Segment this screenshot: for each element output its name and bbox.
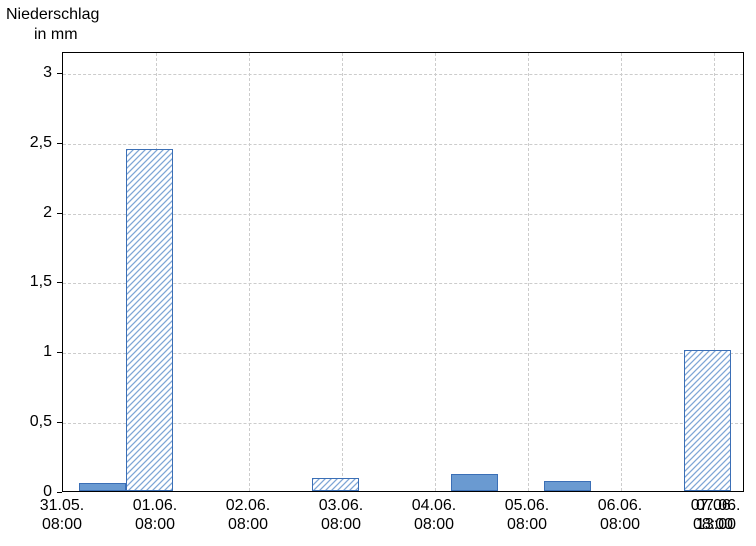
y-tick-mark: [57, 73, 62, 74]
y-tick-mark: [57, 352, 62, 353]
x-tick-label: 05.06. 08:00: [487, 496, 567, 534]
gridline-vertical: [621, 53, 622, 491]
gridline-vertical: [249, 53, 250, 491]
x-tick-label: 03.06. 08:00: [301, 496, 381, 534]
plot-area: [62, 52, 744, 492]
x-tick-label: 06.06. 08:00: [580, 496, 660, 534]
bar-solid: [451, 474, 498, 491]
bar-hatched: [126, 149, 173, 491]
bar-hatched: [684, 350, 731, 491]
gridline-horizontal: [63, 144, 743, 145]
gridline-vertical: [435, 53, 436, 491]
y-tick-label: 3: [0, 64, 52, 82]
y-tick-label: 1: [0, 343, 52, 361]
x-tick-label-extra: 07.06. 13:00: [696, 496, 752, 534]
y-tick-mark: [57, 282, 62, 283]
y-tick-label: 2: [0, 204, 52, 222]
y-axis-title-line1: Niederschlag: [6, 6, 99, 24]
gridline-vertical: [528, 53, 529, 491]
gridline-vertical: [342, 53, 343, 491]
y-tick-label: 2,5: [0, 134, 52, 152]
x-tick-label: 31.05. 08:00: [22, 496, 102, 534]
y-tick-label: 0,5: [0, 413, 52, 431]
y-tick-mark: [57, 422, 62, 423]
y-tick-mark: [57, 143, 62, 144]
y-tick-mark: [57, 213, 62, 214]
x-tick-label: 02.06. 08:00: [208, 496, 288, 534]
y-tick-mark: [57, 492, 62, 493]
bar-hatched: [312, 478, 359, 491]
y-tick-label: 1,5: [0, 273, 52, 291]
x-tick-label: 04.06. 08:00: [394, 496, 474, 534]
bar-solid: [544, 481, 591, 491]
y-axis-title-line2: in mm: [34, 26, 78, 44]
x-tick-label: 01.06. 08:00: [115, 496, 195, 534]
gridline-horizontal: [63, 74, 743, 75]
bar-solid: [79, 483, 126, 491]
